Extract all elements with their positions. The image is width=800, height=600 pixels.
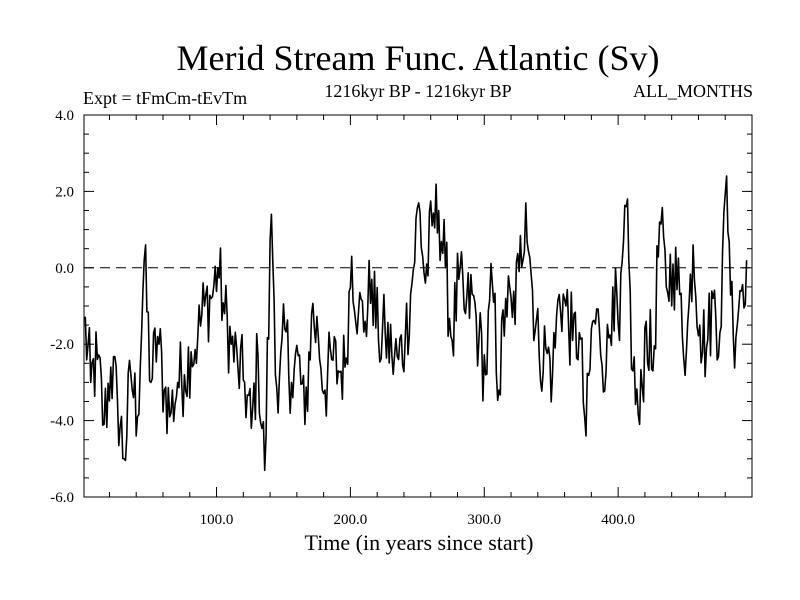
period-label: 1216kyr BP - 1216kyr BP <box>324 81 511 101</box>
x-tick-label: 400.0 <box>601 512 635 528</box>
x-tick-label: 200.0 <box>334 512 368 528</box>
plot-area: 100.0 200.0 300.0 400.0 -6.0 -4.0 -2.0 0.0 2.0 4.… <box>50 108 753 528</box>
y-tick-label: -6.0 <box>50 490 74 506</box>
x-tick-label: 300.0 <box>467 512 501 528</box>
plot-frame <box>83 114 753 498</box>
months-label: ALL_MONTHS <box>633 81 753 101</box>
x-axis-label: Time (in years since start) <box>305 530 534 555</box>
x-tick-label: 100.0 <box>200 512 234 528</box>
y-tick-label: 2.0 <box>55 184 74 200</box>
chart-title: Merid Stream Func. Atlantic (Sv) <box>177 38 660 78</box>
y-tick-label: -2.0 <box>50 337 74 353</box>
series-line <box>83 175 748 472</box>
y-tick-label: 4.0 <box>55 108 74 124</box>
y-tick-label: 0.0 <box>55 261 74 277</box>
experiment-label: Expt = tFmCm-tEvTm <box>83 88 247 108</box>
y-tick-label: -4.0 <box>50 414 74 430</box>
